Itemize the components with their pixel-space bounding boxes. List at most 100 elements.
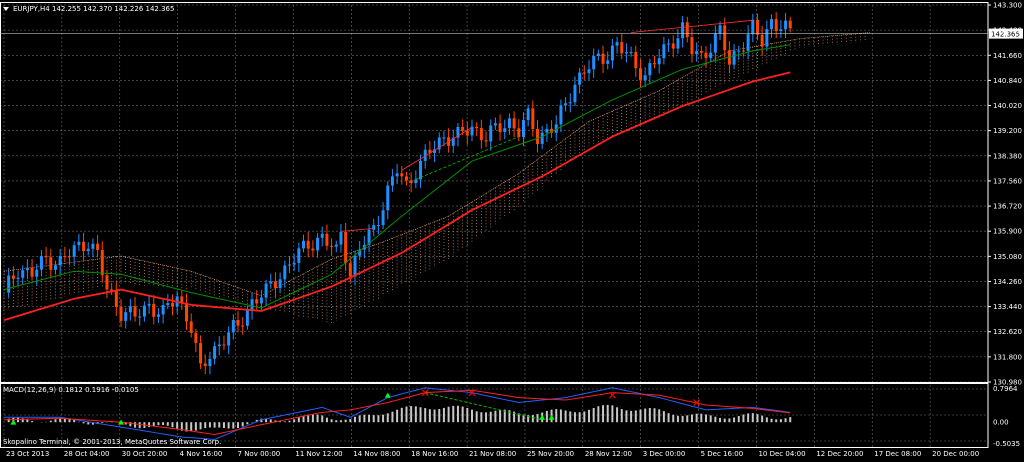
candle-body <box>344 232 348 264</box>
candle-body <box>227 332 231 346</box>
candle-body <box>737 50 741 52</box>
last-price-label: 142.365 <box>991 31 1020 39</box>
candle-body <box>456 126 460 138</box>
candle-body <box>72 245 76 257</box>
candle-body <box>489 125 493 142</box>
arrow-up-icon <box>10 419 17 425</box>
arrow-up-icon <box>539 414 546 420</box>
candle-body <box>578 72 582 85</box>
candle-body <box>7 275 11 293</box>
candle-body <box>662 44 666 59</box>
macd-histogram <box>7 404 792 432</box>
price-tick-label: 135.900 <box>993 228 1022 236</box>
candle-body <box>287 264 291 266</box>
price-tick-label: 140.840 <box>993 77 1022 85</box>
arrow-down-icon <box>468 389 476 397</box>
candle-body <box>498 123 502 132</box>
time-tick-label: 3 Dec 00:00 <box>643 450 686 458</box>
candle-body <box>442 137 446 139</box>
candle-body <box>699 51 703 53</box>
candle-body <box>550 128 554 133</box>
candle-body <box>348 263 352 277</box>
candle-body <box>512 118 516 129</box>
candle-body <box>390 176 394 186</box>
price-tick-label: 138.380 <box>993 152 1022 160</box>
candle-body <box>110 289 114 292</box>
candle-body <box>16 277 20 279</box>
time-tick-label: 10 Dec 04:00 <box>758 450 805 458</box>
price-tick-label: 142.480 <box>993 27 1022 35</box>
time-tick-label: 18 Nov 16:00 <box>411 450 458 458</box>
candle-body <box>592 55 596 70</box>
price-tick-label: 130.980 <box>993 379 1022 387</box>
macd-line <box>4 387 791 440</box>
price-tick-label: 133.440 <box>993 303 1022 311</box>
candle-body <box>236 320 240 326</box>
candle-body <box>760 34 764 47</box>
candle-body <box>695 51 699 55</box>
macd-tick-label: 0.7964 <box>993 385 1018 393</box>
copyright-text: Skopalino Terminal, © 2001-2013, MetaQuo… <box>3 438 221 446</box>
candle-body <box>536 128 540 144</box>
time-tick-label: 25 Nov 20:00 <box>527 450 574 458</box>
candle-body <box>517 128 521 138</box>
candle-body <box>147 303 151 306</box>
last-price-label-bg <box>989 28 1023 39</box>
candle-body <box>278 279 282 289</box>
candle-body <box>784 20 788 30</box>
candle-body <box>292 262 296 265</box>
candle-body <box>119 306 123 321</box>
candle-body <box>297 248 301 263</box>
time-tick-label: 28 Oct 04:00 <box>64 450 110 458</box>
candle-body <box>58 256 62 266</box>
candle-body <box>624 52 628 54</box>
candle-body <box>713 33 717 53</box>
price-tick-label: 137.560 <box>993 177 1022 185</box>
candle-body <box>124 312 128 321</box>
candle-body <box>465 130 469 136</box>
time-tick-label: 11 Nov 12:00 <box>295 450 342 458</box>
candle-body <box>653 63 657 65</box>
candle-body <box>316 237 320 251</box>
divergence-line <box>415 136 519 180</box>
candle-body <box>82 241 86 251</box>
candle-body <box>587 69 591 74</box>
price-tick-label: 136.720 <box>993 203 1022 211</box>
candle-body <box>133 306 137 317</box>
candle-body <box>161 305 165 315</box>
candle-body <box>643 75 647 81</box>
candle-body <box>657 58 661 65</box>
candle-body <box>44 256 48 258</box>
candle-body <box>419 160 423 180</box>
candle-body <box>339 232 343 245</box>
arrow-down-icon <box>421 389 429 397</box>
candle-body <box>470 126 474 136</box>
candle-body <box>503 128 507 132</box>
candle-body <box>596 53 600 56</box>
arrow-up-icon <box>384 392 391 398</box>
candle-body <box>732 51 736 65</box>
candle-body <box>638 68 642 81</box>
candle-body <box>283 265 287 280</box>
candle-body <box>255 299 259 304</box>
candle-body <box>39 256 43 270</box>
time-tick-label: 12 Dec 20:00 <box>816 450 863 458</box>
candle-body <box>199 342 203 364</box>
candle-body <box>367 229 371 245</box>
candle-body <box>25 267 29 271</box>
candle-body <box>648 63 652 76</box>
candle-body <box>601 53 605 64</box>
candle-body <box>690 37 694 55</box>
price-tick-label: 131.800 <box>993 353 1022 361</box>
candle-body <box>409 180 413 184</box>
candle-body <box>91 243 95 249</box>
chart-title: EURJPY,H4 142.255 142.370 142.226 142.36… <box>13 5 174 13</box>
candle-body <box>667 43 671 45</box>
candle-body <box>709 52 713 58</box>
candle-body <box>203 363 207 367</box>
candle-body <box>358 249 362 256</box>
candle-body <box>96 243 100 250</box>
candle-body <box>273 281 277 289</box>
ma-fast-line <box>3 71 791 322</box>
